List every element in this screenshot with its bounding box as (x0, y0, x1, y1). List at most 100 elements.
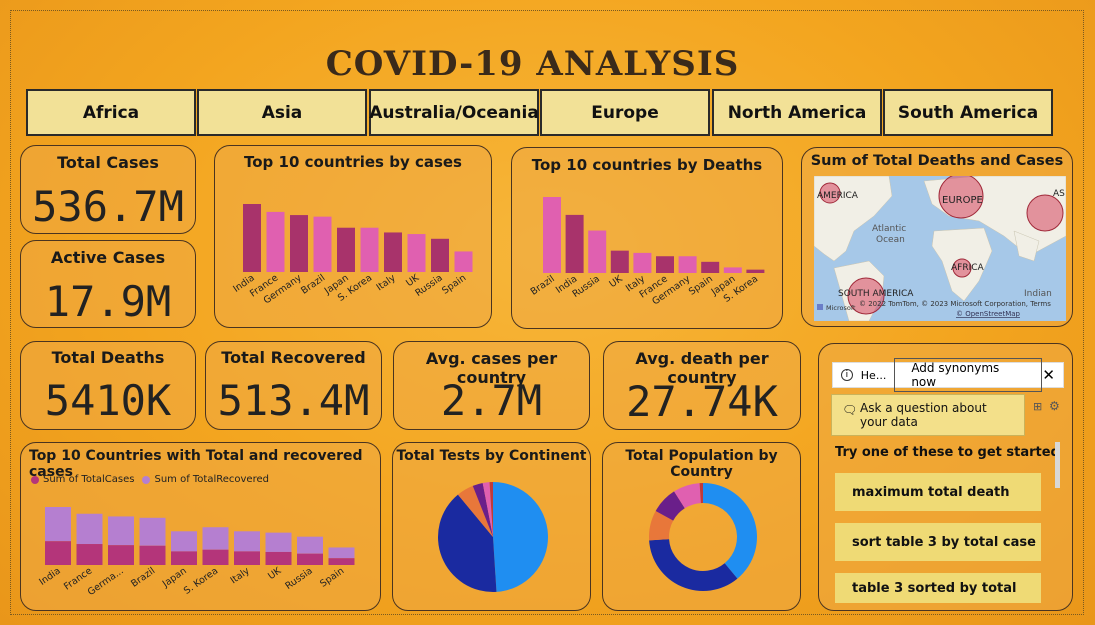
map-bubble-america[interactable] (819, 182, 841, 204)
active-cases-card: Active Cases 17.9M (20, 240, 196, 328)
bar-total[interactable] (202, 549, 229, 565)
tab-africa[interactable]: Africa (26, 89, 196, 136)
tab-south-america[interactable]: South America (883, 89, 1053, 136)
bar-france[interactable] (266, 211, 285, 272)
pie-slice[interactable] (655, 491, 685, 521)
pie-slice[interactable] (472, 482, 493, 537)
bar-recovered[interactable] (328, 547, 355, 559)
bar-recovered[interactable] (234, 531, 260, 552)
map-bubble-asia[interactable] (1026, 194, 1064, 232)
table-icon[interactable]: ⊞ (1033, 400, 1043, 413)
bar-total[interactable] (297, 553, 323, 565)
pie-slice[interactable] (457, 485, 493, 537)
tab-north-america[interactable]: North America (712, 89, 882, 136)
bar-total[interactable] (108, 545, 134, 565)
total-cases-value: 536.7M (32, 182, 184, 231)
map-bubble-africa[interactable] (952, 258, 972, 278)
qa-suggestion-2[interactable]: sort table 3 by total case (835, 523, 1041, 561)
bar-recovered[interactable] (297, 536, 323, 554)
bar-russia[interactable] (588, 230, 607, 273)
top-cases-chart-card: Top 10 countries by cases India France Ger… (214, 145, 492, 328)
avg-death-card: Avg. death per country 27.74K (603, 341, 801, 430)
add-synonyms-button[interactable]: Add synonyms now (894, 358, 1043, 392)
tab-asia[interactable]: Asia (197, 89, 367, 136)
bar-recovered[interactable] (202, 527, 229, 550)
map-bubble-south-america[interactable] (847, 277, 885, 315)
tick-label: UK (266, 565, 284, 582)
bar-recovered[interactable] (108, 516, 134, 546)
population-by-country-title: Total Population by Country (625, 448, 778, 480)
bar-japan[interactable] (337, 227, 355, 272)
pie-slice[interactable] (482, 482, 493, 537)
pie-slice[interactable] (493, 482, 548, 592)
pie-slice[interactable] (438, 494, 497, 592)
legend-label-total: Sum of TotalCases (43, 474, 135, 485)
bar-india[interactable] (243, 204, 261, 272)
tab-europe[interactable]: Europe (540, 89, 710, 136)
bar-recovered[interactable] (265, 532, 292, 552)
gear-icon[interactable]: ⚙ (1049, 399, 1060, 413)
qa-suggestion-1[interactable]: maximum total death (835, 473, 1041, 511)
tick-label: Russia (283, 565, 314, 592)
qa-scrollbar[interactable] (1055, 442, 1060, 488)
bar-italy[interactable] (384, 232, 402, 272)
bar-recovered[interactable] (171, 531, 197, 552)
bar-india[interactable] (565, 214, 584, 273)
bar-total[interactable] (171, 551, 197, 565)
tests-by-continent-chart (438, 482, 548, 592)
world-map[interactable]: AMERICA EUROPE AS AFRICA SOUTH AMERICA A… (814, 176, 1066, 321)
bar-germany[interactable] (678, 256, 697, 273)
tick-label: Brazil (129, 565, 157, 589)
tick-label: Brazil (299, 272, 327, 296)
total-cases-label: Total Cases (57, 153, 159, 172)
avg-cases-card: Avg. cases per country 2.7M (393, 341, 590, 430)
map-label-asia: AS (1053, 189, 1065, 199)
bar-recovered[interactable] (76, 513, 103, 545)
pie-slice[interactable] (489, 482, 493, 537)
bar-spain[interactable] (701, 261, 720, 273)
population-by-country-card: Total Population by Country (602, 442, 801, 611)
bar-germany[interactable] (290, 215, 308, 272)
avg-death-label: Avg. death per country (635, 349, 769, 387)
pie-slice[interactable] (699, 483, 703, 504)
pie-slice[interactable] (674, 483, 701, 509)
pie-slice[interactable] (703, 483, 757, 579)
qa-info-text: He... (860, 368, 887, 382)
bar-italy[interactable] (633, 252, 652, 273)
bar-uk[interactable] (610, 250, 629, 273)
qa-suggestion-3[interactable]: table 3 sorted by total (835, 573, 1041, 603)
bar-recovered[interactable] (45, 507, 71, 542)
bar-uk[interactable] (407, 234, 426, 272)
pie-slice[interactable] (649, 510, 674, 541)
pie-slice[interactable] (649, 539, 738, 591)
bar-recovered[interactable] (139, 517, 166, 546)
bar-total[interactable] (265, 551, 292, 565)
bar-brazil[interactable] (543, 197, 561, 273)
bar-total[interactable] (328, 558, 355, 565)
bar-brazil[interactable] (313, 216, 332, 272)
bar-s-korea[interactable] (360, 227, 379, 272)
bar-total[interactable] (76, 544, 103, 565)
map-label-atlantic: Atlantic (872, 224, 906, 234)
bar-spain[interactable] (454, 251, 473, 272)
tick-label: Russia (413, 272, 444, 299)
map-bubble-europe[interactable] (938, 176, 984, 219)
legend-swatch-recovered (142, 475, 151, 484)
bar-russia[interactable] (431, 238, 449, 272)
close-icon[interactable]: ✕ (1042, 366, 1055, 384)
bar-total[interactable] (45, 541, 71, 565)
bar-total[interactable] (234, 551, 260, 565)
qa-question-input[interactable]: 🗨 Ask a question about your data (831, 394, 1025, 436)
total-recovered-label: Total Recovered (221, 348, 366, 367)
tab-australia-oceania[interactable]: Australia/Oceania (369, 89, 539, 136)
map-card: Sum of Total Deaths and Cases AMERICA EU… (801, 147, 1073, 327)
map-osm-link[interactable]: © OpenStreetMap (956, 310, 1021, 318)
map-copyright: © 2022 TomTom, © 2023 Microsoft Corporat… (859, 300, 1051, 308)
bar-france[interactable] (656, 256, 674, 273)
microsoft-logo-icon (817, 304, 823, 310)
page-title: COVID-19 ANALYSIS (325, 44, 740, 84)
bar-s-korea[interactable] (746, 269, 765, 273)
bar-total[interactable] (139, 545, 166, 565)
bar-japan[interactable] (723, 267, 742, 273)
